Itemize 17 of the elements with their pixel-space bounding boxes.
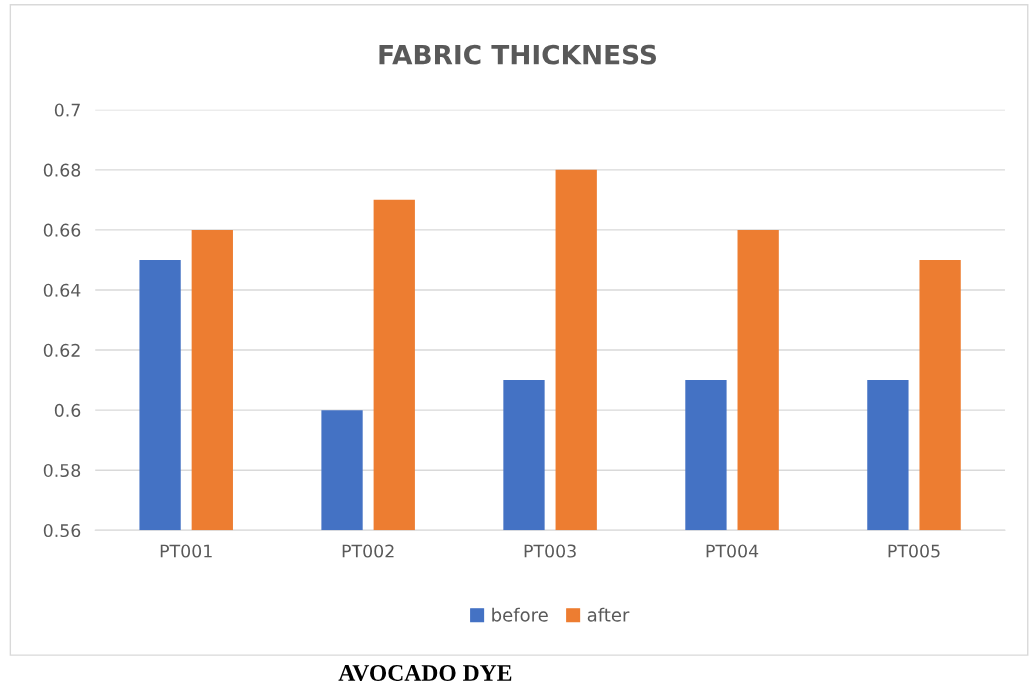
- chart-title: FABRIC THICKNESS: [379, 44, 657, 65]
- text: AVOCADO DYE: [338, 665, 512, 682]
- y-tick-label: 0.68: [43, 163, 81, 177]
- legend-label: after: [587, 607, 630, 622]
- x-tick-label: PT001: [160, 544, 212, 558]
- y-tick-label: 0.56: [43, 523, 81, 538]
- y-tick-label: 0.7: [54, 103, 80, 117]
- y-tick-label: 0.64: [43, 283, 81, 297]
- legend-label: before: [492, 607, 548, 622]
- y-tick-label: 0.6: [54, 403, 81, 417]
- x-tick-label: PT005: [888, 544, 940, 558]
- y-tick-label: 0.58: [43, 463, 81, 478]
- x-tick-label: PT002: [342, 544, 394, 558]
- x-tick-label: PT003: [524, 544, 576, 558]
- x-tick-label: PT004: [706, 544, 759, 558]
- y-tick-label: 0.62: [43, 343, 80, 357]
- y-tick-label: 0.66: [43, 223, 81, 237]
